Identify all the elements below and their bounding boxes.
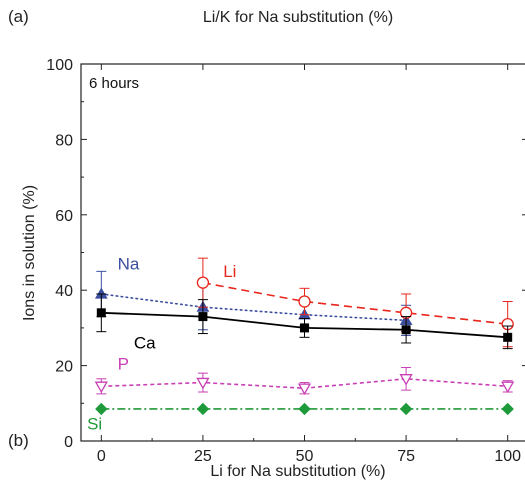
x-tick-label: 75 (397, 448, 415, 465)
axes: 0 25 50 75 100 0 20 40 60 80 100 (46, 57, 525, 465)
data-point (196, 276, 210, 289)
series-labels: Na Li Ca P Si (87, 254, 236, 433)
series-line (100, 293, 407, 322)
x-tick-label: 25 (194, 448, 212, 465)
series-label-p: P (118, 354, 129, 373)
data-point (501, 381, 515, 394)
data-point (95, 402, 108, 416)
time-annotation: 6 hours (89, 75, 139, 92)
data-point (399, 374, 413, 386)
data-point (300, 323, 309, 333)
y-tick-label: 40 (55, 283, 73, 300)
data-point (196, 377, 210, 390)
x-axis-title: Li for Na substitution (%) (210, 463, 385, 480)
data-point (298, 295, 311, 308)
y-tick-label: 0 (64, 434, 73, 451)
series-na (94, 270, 413, 336)
series-ca (96, 293, 513, 350)
y-axis-title: Ions in solution (%) (21, 185, 38, 321)
y-tick-label: 20 (55, 359, 73, 376)
data-point (399, 402, 413, 416)
data-point (297, 383, 312, 396)
data-series (94, 257, 515, 416)
series-label-ca: Ca (134, 334, 156, 353)
series-label-na: Na (118, 254, 140, 273)
panel-label-a: (a) (8, 7, 29, 26)
data-point (401, 325, 411, 335)
series-p (94, 366, 515, 396)
x-tick-label: 100 (494, 448, 521, 465)
data-point (96, 308, 106, 318)
y-tick-label: 80 (55, 132, 73, 149)
data-point (198, 312, 208, 322)
data-point (503, 332, 513, 342)
series-label-li: Li (223, 262, 236, 281)
data-point (94, 381, 108, 394)
chart-title: Li/K for Na substitution (%) (203, 9, 393, 26)
y-tick-label: 60 (55, 208, 73, 225)
data-point (298, 402, 311, 416)
x-tick-label: 50 (296, 448, 314, 465)
series-label-si: Si (87, 415, 102, 434)
x-tick-label: 0 (97, 448, 106, 465)
series-li (196, 257, 514, 348)
panel-label-b: (b) (8, 431, 29, 450)
data-point (501, 402, 514, 416)
data-point (196, 402, 210, 416)
series-si (95, 402, 514, 416)
y-tick-label: 100 (46, 57, 73, 74)
